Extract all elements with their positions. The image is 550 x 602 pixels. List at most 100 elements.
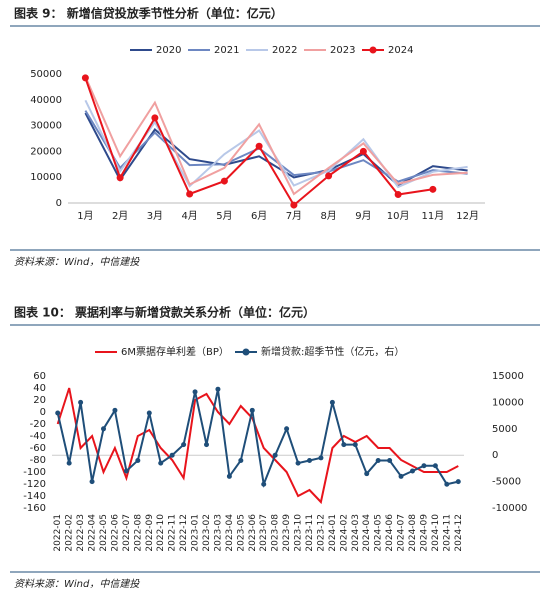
legend-label: 2021 <box>214 45 239 56</box>
series-line <box>56 388 459 488</box>
point <box>181 442 187 448</box>
x-tick-label: 9月 <box>355 210 371 222</box>
x-tick-label: 2022-11 <box>168 514 178 552</box>
legend-label: 6M票据存单利差（BP） <box>121 345 229 358</box>
source-note: 资料来源：Wind，中信建投 <box>14 578 140 590</box>
figure-title: 图表 10： 票据利率与新增贷款关系分析（单位：亿元） <box>14 305 315 320</box>
y-tick-label: 0 <box>40 407 46 418</box>
x-tick-label: 2024-06 <box>385 514 395 552</box>
x-tick-label: 2022-05 <box>99 514 109 552</box>
x-tick-label: 2022-01 <box>53 514 63 552</box>
point <box>112 407 118 413</box>
point <box>432 463 438 469</box>
x-tick-label: 2023-04 <box>225 514 235 552</box>
point <box>307 457 312 463</box>
x-tick-label: 2024-12 <box>454 514 464 552</box>
point <box>81 74 89 82</box>
point <box>186 190 194 198</box>
point <box>387 457 393 463</box>
point <box>151 114 159 122</box>
legend-label: 2024 <box>388 45 413 56</box>
x-tick-label: 2024-09 <box>419 514 429 552</box>
x-tick-label: 2024-05 <box>374 514 384 552</box>
y-tick-label: 40 <box>33 383 46 394</box>
x-tick-label: 2022-06 <box>110 514 120 552</box>
x-tick-label: 2022-12 <box>179 514 189 552</box>
y-tick-label: 40000 <box>30 95 62 106</box>
y-tick-label: 20000 <box>30 146 62 157</box>
point <box>66 460 72 466</box>
y-tick-label: -80 <box>30 455 46 466</box>
x-tick-label: 2024-08 <box>408 514 418 552</box>
point <box>272 452 278 458</box>
point <box>78 399 84 405</box>
x-tick-label: 3月 <box>147 210 163 222</box>
point <box>146 410 152 416</box>
point <box>123 468 129 474</box>
source-note: 资料来源：Wind，中信建投 <box>14 256 140 268</box>
x-tick-label: 10月 <box>387 210 410 222</box>
x-tick-label: 2023-07 <box>259 514 269 552</box>
x-tick-label: 2024-02 <box>339 514 349 552</box>
point <box>295 460 301 466</box>
figure-title: 图表 9： 新增信贷投放季节性分析（单位：亿元） <box>14 6 283 21</box>
x-tick-label: 2023-06 <box>248 514 258 552</box>
y-tick-label: -60 <box>30 443 46 454</box>
y-tick-label: 50000 <box>30 69 62 80</box>
point <box>192 389 198 395</box>
x-tick-label: 6月 <box>251 210 267 222</box>
y2-tick-label: 0 <box>492 450 498 461</box>
point <box>215 386 221 392</box>
x-tick-label: 2022-03 <box>76 514 86 552</box>
point <box>220 177 228 185</box>
x-tick-label: 2023-08 <box>271 514 281 552</box>
y-tick-label: -120 <box>23 479 46 490</box>
y2-tick-label: -10000 <box>492 503 527 514</box>
series-line <box>84 76 468 196</box>
point <box>375 457 381 463</box>
x-tick-label: 1月 <box>77 210 93 222</box>
x-tick-label: 2023-09 <box>282 514 292 552</box>
x-tick-label: 11月 <box>422 210 445 222</box>
point <box>101 426 106 432</box>
point <box>255 142 263 150</box>
point <box>135 457 141 463</box>
x-tick-label: 2022-04 <box>88 514 98 552</box>
y-tick-label: 0 <box>56 198 62 209</box>
y-tick-label: -100 <box>23 467 46 478</box>
x-tick-label: 7月 <box>286 210 302 222</box>
x-tick-label: 2024-03 <box>351 514 361 552</box>
point <box>359 147 367 155</box>
point <box>89 479 95 485</box>
x-tick-label: 2022-10 <box>156 514 166 552</box>
legend-marker <box>369 46 377 54</box>
y-tick-label: 60 <box>33 371 46 382</box>
point <box>169 452 175 458</box>
x-tick-label: 2022-08 <box>133 514 143 552</box>
x-tick-label: 2024-04 <box>362 514 372 552</box>
point <box>261 481 267 487</box>
point <box>55 410 61 416</box>
legend-marker <box>242 348 250 356</box>
series-line <box>84 110 468 183</box>
y2-tick-label: -5000 <box>492 477 521 488</box>
y-tick-label: 10000 <box>30 172 62 183</box>
y2-tick-label: 5000 <box>492 424 517 435</box>
x-tick-label: 2023-01 <box>191 514 201 552</box>
x-tick-label: 2022-07 <box>122 514 132 552</box>
point <box>429 185 437 193</box>
legend-label: 2022 <box>272 45 297 56</box>
x-tick-label: 2023-05 <box>236 514 246 552</box>
x-tick-label: 2022-02 <box>65 514 75 552</box>
x-tick-label: 2024-11 <box>442 514 452 552</box>
series-line <box>56 387 459 505</box>
x-tick-label: 5月 <box>216 210 232 222</box>
y2-tick-label: 15000 <box>492 371 524 382</box>
legend-label: 新增贷款:超季节性（亿元，右） <box>261 345 404 358</box>
point <box>290 201 298 209</box>
x-tick-label: 2月 <box>112 210 128 222</box>
x-tick-label: 2024-01 <box>328 514 338 552</box>
x-tick-label: 8月 <box>320 210 336 222</box>
